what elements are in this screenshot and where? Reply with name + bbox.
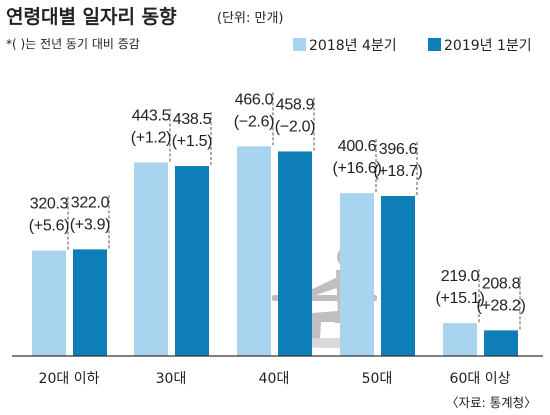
- bar-2018q4-3: [340, 193, 374, 356]
- change-label: (+16.6): [332, 160, 381, 177]
- change-label: (−2.0): [275, 118, 315, 135]
- change-label: (+28.2): [476, 297, 525, 314]
- value-label: 400.6: [338, 138, 377, 155]
- chart-note: *( )는 전년 동기 대비 증감: [6, 37, 140, 51]
- bar-2019q1-0: [73, 249, 107, 356]
- legend-swatch-2018q4: [293, 38, 306, 51]
- category-label: 30대: [156, 371, 187, 387]
- value-label: 458.9: [276, 96, 315, 113]
- bar-2019q1-4: [484, 330, 518, 356]
- value-label: 438.5: [173, 111, 212, 128]
- bar-2018q4-4: [443, 323, 477, 356]
- value-label: 208.8: [482, 275, 521, 292]
- labels-layer: 320.3 (+5.6)322.0 (+3.9) 443.5 (+1.2)438.5 (+…: [29, 91, 526, 314]
- change-label: (+5.6): [29, 218, 69, 235]
- value-label: 219.0: [441, 268, 480, 285]
- value-label: 396.6: [379, 141, 418, 158]
- value-label: 320.3: [30, 196, 69, 213]
- bar-2018q4-1: [134, 162, 168, 356]
- legend-swatch-2019q1: [428, 38, 441, 51]
- change-label: (+1.5): [172, 133, 212, 150]
- change-label: (+15.1): [435, 290, 484, 307]
- value-label: 322.0: [71, 194, 110, 211]
- category-label: 60대 이상: [450, 371, 511, 387]
- bar-2019q1-2: [278, 151, 312, 356]
- legend-label-2018q4: 2018년 4분기: [309, 38, 397, 54]
- bar-2018q4-0: [32, 250, 66, 356]
- bar-2019q1-1: [175, 166, 209, 356]
- chart-title: 연령대별 일자리 동향: [6, 6, 177, 28]
- category-label: 50대: [362, 371, 393, 387]
- category-label: 20대 이하: [39, 371, 100, 387]
- value-label: 443.5: [132, 107, 171, 124]
- change-label: (+18.7): [373, 163, 422, 180]
- categories-layer: 20대 이하 30대 40대 50대 60대 이상: [39, 371, 511, 387]
- legend-label-2019q1: 2019년 1분기: [444, 38, 532, 54]
- leaders-layer: [67, 92, 521, 331]
- change-label: (+1.2): [131, 129, 171, 146]
- worker-arm-illustration: [308, 276, 343, 297]
- bars-layer: [32, 146, 518, 356]
- category-label: 40대: [259, 371, 290, 387]
- bar-2018q4-2: [237, 146, 271, 356]
- value-label: 466.0: [235, 91, 274, 108]
- change-label: (+3.9): [70, 216, 110, 233]
- bar-2019q1-3: [381, 196, 415, 356]
- chart-unit: (단위: 만개): [217, 11, 284, 26]
- source-note: 〈자료: 통계청〉: [446, 395, 537, 410]
- change-label: (−2.6): [234, 113, 274, 130]
